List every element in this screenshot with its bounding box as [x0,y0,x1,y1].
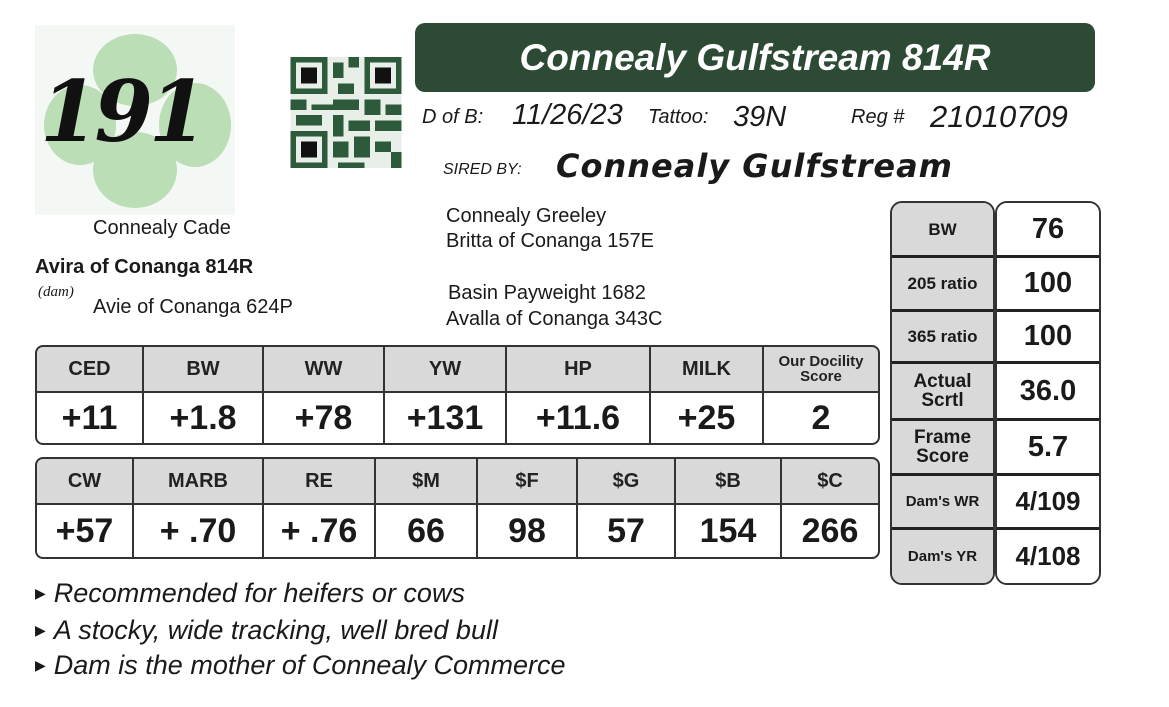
epd-value: +11 [61,398,118,437]
stat-label: Dam's YR [892,527,993,583]
epd-value: +57 [55,511,114,550]
dam-dam: Avie of Conanga 624P [93,296,293,318]
epd-header: CED [68,357,111,380]
epd-table-2: CW MARB RE $M $F $G $B $C +57 + .70 + .76 66 98 57 15… [35,457,880,559]
epd-header: WW [262,347,383,391]
animal-name-title: Connealy Gulfstream 814R [415,23,1095,92]
note-item: ▶ A stocky, wide tracking, well bred bull [35,615,498,645]
dob-label: D of B: [422,106,484,128]
reg-value: 21010709 [930,99,1068,134]
stat-label: 365 ratio [892,309,993,361]
sire-name: Connealy Gulfstream [556,147,953,185]
stat-value: 4/109 [997,473,1099,527]
stat-label: 205 ratio [892,255,993,309]
epd-value: 266 [780,505,878,557]
epd-value: +78 [262,393,383,443]
bullet-icon: ▶ [35,657,46,673]
stat-value: 100 [997,309,1099,361]
epd-header: HP [505,347,649,391]
epd-header: CW [67,469,102,492]
qr-code-icon [290,57,402,168]
sire-dam: Britta of Conanga 157E [446,230,654,252]
performance-stats-table: BW 205 ratio 365 ratio Actual Scrtl Frame Sc… [890,201,1101,585]
note-item: ▶ Recommended for heifers or cows [35,578,465,608]
epd-value: +11.6 [505,393,649,443]
reg-label: Reg # [851,106,905,128]
lot-number: 191 [40,62,207,161]
epd-value: 66 [374,505,476,557]
dob-value: 11/26/23 [512,99,623,131]
tattoo-label: Tattoo: [648,106,709,128]
sire-sire-sire: Basin Payweight 1682 [448,282,646,304]
epd-header: MARB [132,459,262,503]
dam-tag: (dam) [38,284,74,300]
epd-header: RE [262,459,374,503]
sire-sire-dam: Avalla of Conanga 343C [446,308,663,330]
epd-header: $C [780,459,878,503]
stat-value: 36.0 [997,361,1099,418]
dam-name: Avira of Conanga 814R [35,256,254,278]
epd-value: 154 [674,505,780,557]
epd-value: +131 [383,393,505,443]
tattoo-value: 39N [733,101,787,133]
stat-label: Dam's WR [892,473,993,527]
epd-value: 57 [576,505,674,557]
note-item: ▶ Dam is the mother of Connealy Commerce [35,650,566,680]
stat-value: 4/108 [997,527,1099,583]
epd-value: 98 [476,505,576,557]
epd-table-1: CED BW WW YW HP MILK Our Docility Score +11 +1.… [35,345,880,445]
shamrock-icon [35,25,235,215]
epd-header: $B [674,459,780,503]
epd-value: 2 [762,393,878,443]
epd-value: +25 [649,393,762,443]
epd-header: BW [142,347,262,391]
epd-header: $G [576,459,674,503]
bullet-icon: ▶ [35,622,46,638]
epd-header: MILK [649,347,762,391]
dam-sire: Connealy Cade [93,217,231,239]
epd-header: YW [383,347,505,391]
sired-by-label: SIRED BY: [443,161,522,178]
stat-value: 5.7 [997,418,1099,473]
stat-label: Frame Score [892,418,993,473]
stat-value: 100 [997,255,1099,309]
epd-header: $F [476,459,576,503]
stat-label: Actual Scrtl [892,361,993,418]
epd-header: $M [374,459,476,503]
epd-value: + .70 [132,505,262,557]
sire-sire: Connealy Greeley [446,205,607,227]
epd-header: Our Docility Score [762,347,878,391]
bullet-icon: ▶ [35,585,46,601]
epd-value: + .76 [262,505,374,557]
stat-label: BW [892,203,993,255]
epd-value: +1.8 [142,393,262,443]
stat-value: 76 [997,203,1099,255]
